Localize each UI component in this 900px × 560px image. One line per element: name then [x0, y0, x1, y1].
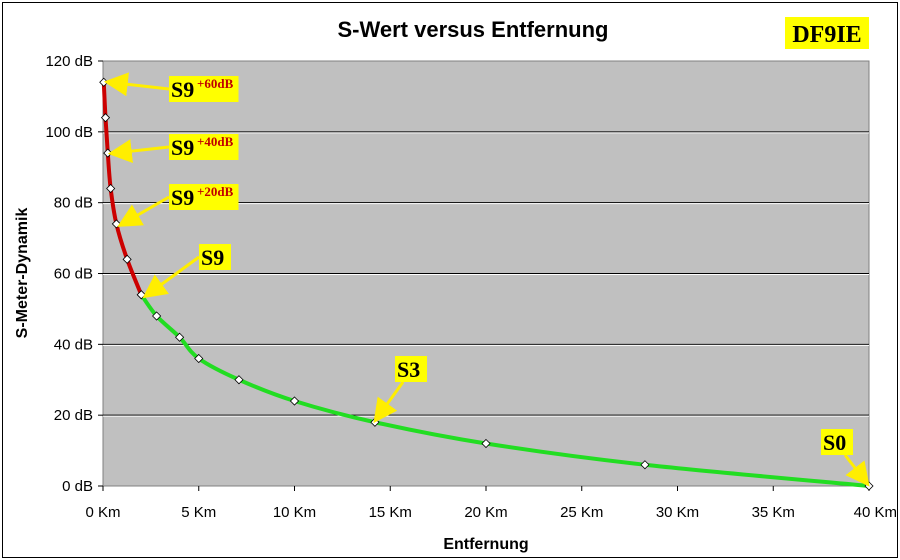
callout-label: S9: [171, 77, 194, 102]
x-tick-label: 35 Km: [752, 504, 795, 521]
callout-label: S9: [171, 135, 194, 160]
data-point: [100, 113, 111, 123]
callout-box: [169, 134, 239, 160]
data-point: [289, 396, 300, 406]
x-axis-label: Entfernung: [443, 536, 528, 553]
data-point: [122, 254, 132, 264]
callout-arrow: [373, 381, 405, 424]
callout: S9 +40dB: [107, 134, 239, 164]
callout-arrow: [103, 72, 170, 97]
chart: S-Wert versus Entfernung DF9IE 0 dB 20 dB…: [14, 17, 897, 553]
callout-superscript: +40dB: [197, 134, 234, 149]
y-tick-label: 60 dB: [54, 266, 93, 283]
callout-superscript: +20dB: [197, 184, 234, 199]
callout-box: [821, 429, 853, 455]
x-tick-label: 5 Km: [181, 504, 216, 521]
y-tick-label: 120 dB: [45, 53, 93, 70]
callout-arrow: [843, 454, 870, 487]
x-tick-label: 30 Km: [656, 504, 699, 521]
callout-superscript: +60dB: [197, 76, 234, 91]
x-tick-label: 25 Km: [560, 504, 603, 521]
callout-box: [169, 76, 239, 102]
data-point: [481, 438, 491, 449]
callout: S9 +20dB: [117, 184, 239, 227]
callout: S9: [142, 244, 231, 299]
data-point: [234, 375, 244, 385]
x-axis: 0 Km 5 Km 10 Km 15 Km 20 Km 25 Km 30 Km 35 Km 40…: [85, 486, 897, 521]
y-axis: 0 dB 20 dB 40 dB 60 dB 80 dB 100 dB 120 dB: [45, 53, 103, 495]
data-point: [152, 311, 162, 321]
callout-box: [395, 356, 427, 382]
x-tick-label: 0 Km: [85, 504, 120, 521]
callout-box: [199, 244, 231, 270]
y-tick-label: 80 dB: [54, 195, 93, 212]
y-axis-label: S-Meter-Dynamik: [14, 208, 31, 339]
callout-label: S3: [397, 357, 420, 382]
x-tick-label: 15 Km: [369, 504, 412, 521]
callout: S0: [821, 429, 870, 487]
chart-title: S-Wert versus Entfernung: [338, 17, 609, 42]
data-point: [175, 332, 185, 342]
callout-arrow: [142, 255, 200, 299]
callout-arrow: [117, 195, 170, 227]
callout-box: [169, 184, 239, 210]
callout-label: S9: [201, 245, 224, 270]
y-tick-label: 40 dB: [54, 336, 93, 353]
y-tick-label: 20 dB: [54, 407, 93, 424]
callout: S9 +60dB: [103, 72, 239, 102]
x-tick-label: 40 Km: [854, 504, 897, 521]
callout: S3: [373, 356, 427, 424]
x-tick-label: 20 Km: [464, 504, 507, 521]
y-tick-label: 100 dB: [45, 124, 93, 141]
callout-label: S9: [171, 185, 194, 210]
author-badge: [785, 17, 869, 49]
data-point: [194, 353, 204, 364]
x-tick-label: 10 Km: [273, 504, 316, 521]
data-point: [106, 183, 116, 194]
y-tick-label: 0 dB: [62, 478, 93, 495]
data-point: [640, 460, 650, 470]
series-layer: [99, 77, 874, 491]
callout-arrow: [107, 139, 170, 164]
callout-label: S0: [823, 430, 846, 455]
author-badge-text: DF9IE: [792, 22, 861, 48]
